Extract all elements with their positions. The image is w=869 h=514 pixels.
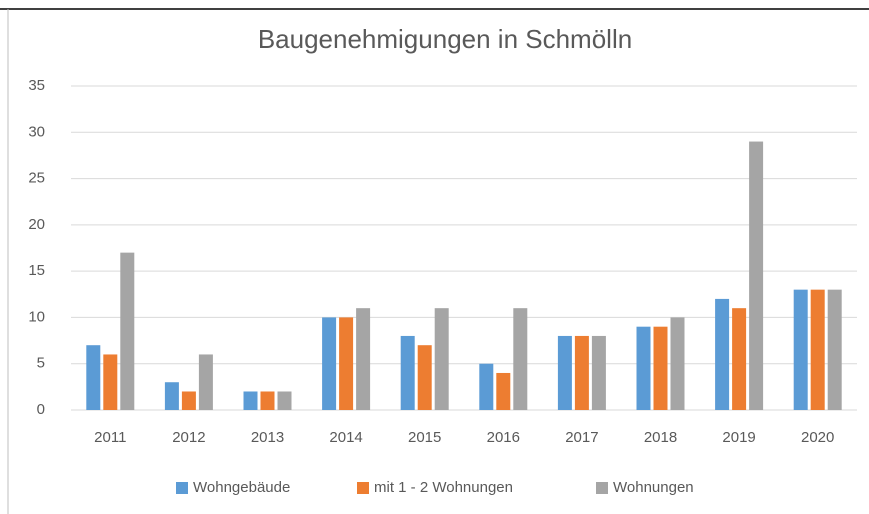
bar: [496, 372, 511, 410]
x-tick-label: 2013: [251, 429, 284, 446]
bar: [434, 308, 449, 410]
y-tick-label: 15: [28, 262, 45, 279]
bar: [120, 252, 135, 410]
bar: [277, 391, 292, 410]
bar: [810, 289, 825, 410]
bar: [574, 335, 589, 410]
bar: [260, 391, 275, 410]
legend-label: Wohngebäude: [193, 479, 290, 496]
bar: [103, 354, 118, 410]
x-tick-label: 2017: [565, 429, 598, 446]
y-tick-label: 30: [28, 123, 45, 140]
bar: [339, 317, 354, 410]
y-tick-label: 35: [28, 77, 45, 94]
y-tick-label: 5: [37, 355, 45, 372]
x-tick-label: 2020: [801, 429, 834, 446]
bar: [181, 391, 196, 410]
bar: [793, 289, 808, 410]
bar: [198, 354, 213, 410]
legend-label: Wohnungen: [613, 479, 694, 496]
bar: [591, 335, 606, 410]
x-tick-label: 2014: [329, 429, 362, 446]
legend-swatch: [596, 482, 608, 494]
x-tick-label: 2019: [722, 429, 755, 446]
bar: [653, 326, 668, 410]
y-tick-label: 10: [28, 308, 45, 325]
bar: [827, 289, 842, 410]
bar: [417, 345, 432, 410]
bar: [356, 308, 371, 410]
bar: [732, 308, 747, 410]
bar: [400, 335, 415, 410]
bar: [243, 391, 258, 410]
bar: [557, 335, 572, 410]
legend-swatch: [357, 482, 369, 494]
bar: [715, 298, 730, 410]
bar: [513, 308, 528, 410]
bar: [322, 317, 337, 410]
x-tick-label: 2016: [487, 429, 520, 446]
y-tick-label: 20: [28, 216, 45, 233]
x-tick-label: 2012: [172, 429, 205, 446]
legend-label: mit 1 - 2 Wohnungen: [374, 479, 513, 496]
bar: [636, 326, 651, 410]
y-tick-label: 0: [37, 401, 45, 418]
bar: [749, 141, 764, 411]
x-tick-label: 2018: [644, 429, 677, 446]
chart-title: Baugenehmigungen in Schmölln: [258, 24, 632, 54]
x-tick-label: 2015: [408, 429, 441, 446]
bar: [479, 363, 494, 410]
bar: [164, 382, 179, 410]
legend-swatch: [176, 482, 188, 494]
bar: [670, 317, 685, 410]
bar: [86, 345, 101, 410]
y-tick-label: 25: [28, 170, 45, 187]
x-tick-label: 2011: [94, 429, 126, 446]
